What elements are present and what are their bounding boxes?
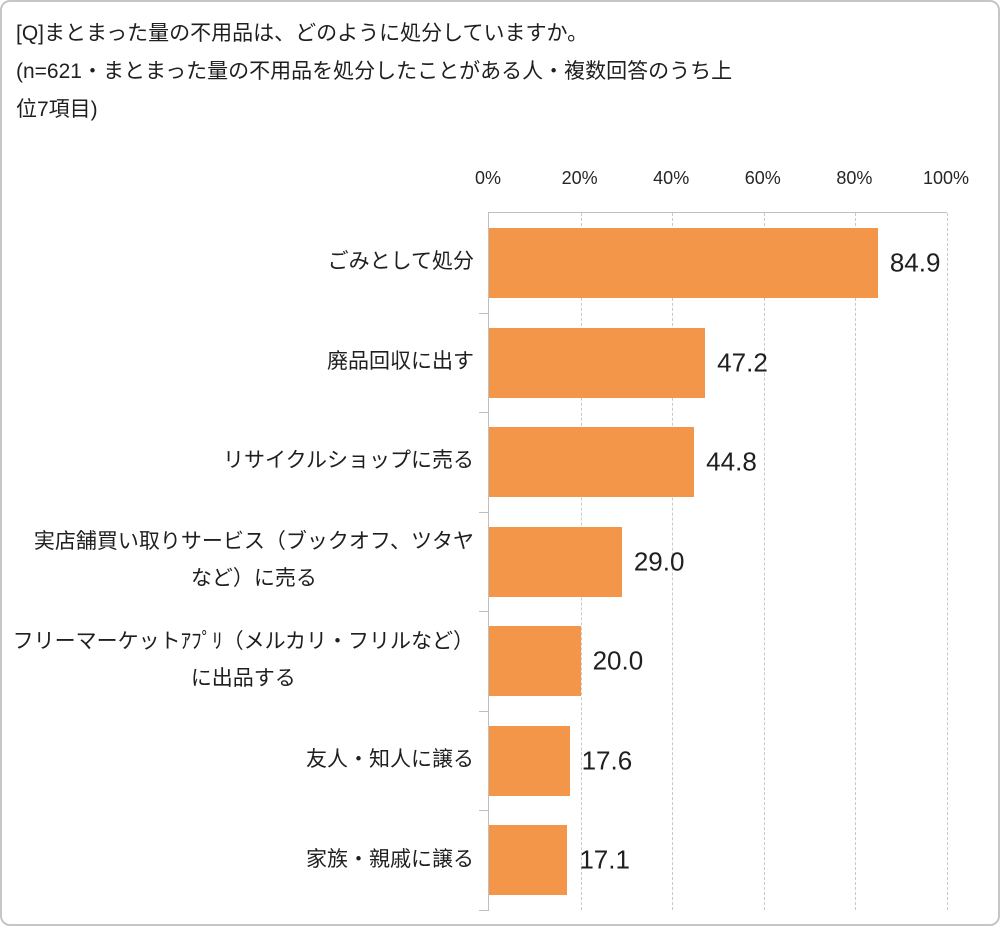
category-axis-tick [479, 810, 489, 812]
category-label: リサイクルショップに売る [223, 449, 474, 473]
x-axis-tick-label: 0% [474, 168, 502, 188]
category-row: 廃品回収に出す [12, 312, 474, 412]
category-label: 友人・知人に譲る [306, 748, 474, 772]
plot-area: 84.9 47.2 44.8 29.0 20.0 17.6 17.1 [479, 212, 948, 911]
category-axis-tick [479, 710, 489, 712]
chart-row: 17.6 [489, 711, 947, 811]
chart-title-line-1: [Q]まとまった量の不用品は、どのように処分していますか。 [16, 22, 589, 45]
gridline [763, 213, 765, 910]
chart-row: 84.9 [489, 213, 947, 313]
bar [489, 228, 878, 298]
bar [489, 725, 570, 796]
category-label: ごみとして処分 [327, 250, 474, 274]
chart-row: 47.2 [489, 313, 947, 413]
category-axis-tick [479, 511, 489, 513]
gridline [947, 213, 948, 910]
category-row: 実店舗買い取りサービス（ブックオフ、ツタヤ など）に売る [12, 511, 474, 611]
category-axis-tick [479, 611, 489, 613]
category-axis-labels: ごみとして処分 廃品回収に出すリサイクルショップに売る実店舗買い取りサービス（ブッ… [12, 212, 474, 909]
chart-row: 20.0 [489, 611, 947, 711]
bar-value-label: 44.8 [706, 446, 757, 477]
x-axis-tick-label: 60% [744, 168, 781, 188]
category-axis-tick [479, 910, 489, 911]
category-row: リサイクルショップに売る [12, 411, 474, 511]
category-label: フリーマーケットｱﾌﾟﾘ（メルカリ・フリルなど） に出品する [12, 630, 474, 691]
chart-title: [Q]まとまった量の不用品は、どのように処分していますか。 (n=621・まとま… [16, 15, 826, 129]
category-axis-tick [479, 312, 489, 314]
chart-row: 29.0 [489, 512, 947, 612]
chart-row: 17.1 [489, 810, 947, 910]
category-label: 廃品回収に出す [327, 349, 474, 373]
x-axis-tick-label: 20% [561, 168, 598, 188]
bar [489, 327, 706, 398]
category-row: フリーマーケットｱﾌﾟﾘ（メルカリ・フリルなど） に出品する [12, 610, 474, 710]
bar-value-label: 20.0 [592, 645, 644, 676]
category-row: ごみとして処分 [12, 212, 474, 312]
category-axis-tick [479, 412, 489, 414]
x-axis-tick-label: 80% [836, 168, 873, 188]
category-label: 実店舗買い取りサービス（ブックオフ、ツタヤ など）に売る [33, 530, 474, 591]
x-axis-tick-label: 40% [653, 168, 690, 188]
x-axis-tick-label: 100% [922, 168, 970, 188]
chart-title-line-3: 位7項目) [16, 98, 98, 121]
bar-value-label: 84.9 [889, 247, 941, 278]
chart-row: 44.8 [489, 412, 947, 512]
gridline [672, 213, 674, 910]
gridline [855, 213, 857, 910]
bar [489, 825, 568, 896]
bar-value-label: 17.6 [581, 745, 633, 776]
chart-title-line-2: (n=621・まとまった量の不用品を処分したことがある人・複数回答のうち上 [16, 60, 733, 83]
bar-value-label: 17.1 [579, 844, 630, 875]
category-row: 家族・親戚に譲る [12, 809, 474, 909]
bar-value-label: 29.0 [633, 546, 685, 577]
bar [489, 626, 581, 697]
bar [489, 526, 622, 597]
category-row: 友人・知人に譲る [12, 710, 474, 810]
bar-value-label: 47.2 [717, 347, 768, 378]
bar [489, 427, 695, 498]
x-axis-labels: 0% 20% 40% 60% 80% 100% [475, 168, 969, 192]
category-label: 家族・親戚に譲る [306, 847, 474, 871]
